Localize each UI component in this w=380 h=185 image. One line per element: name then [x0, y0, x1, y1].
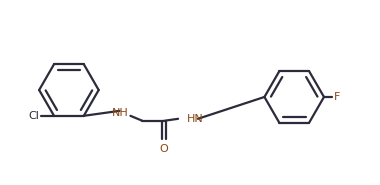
Text: O: O — [160, 144, 169, 154]
Text: F: F — [334, 92, 340, 102]
Text: Cl: Cl — [28, 111, 39, 121]
Text: HN: HN — [187, 114, 204, 124]
Text: NH: NH — [112, 108, 129, 118]
